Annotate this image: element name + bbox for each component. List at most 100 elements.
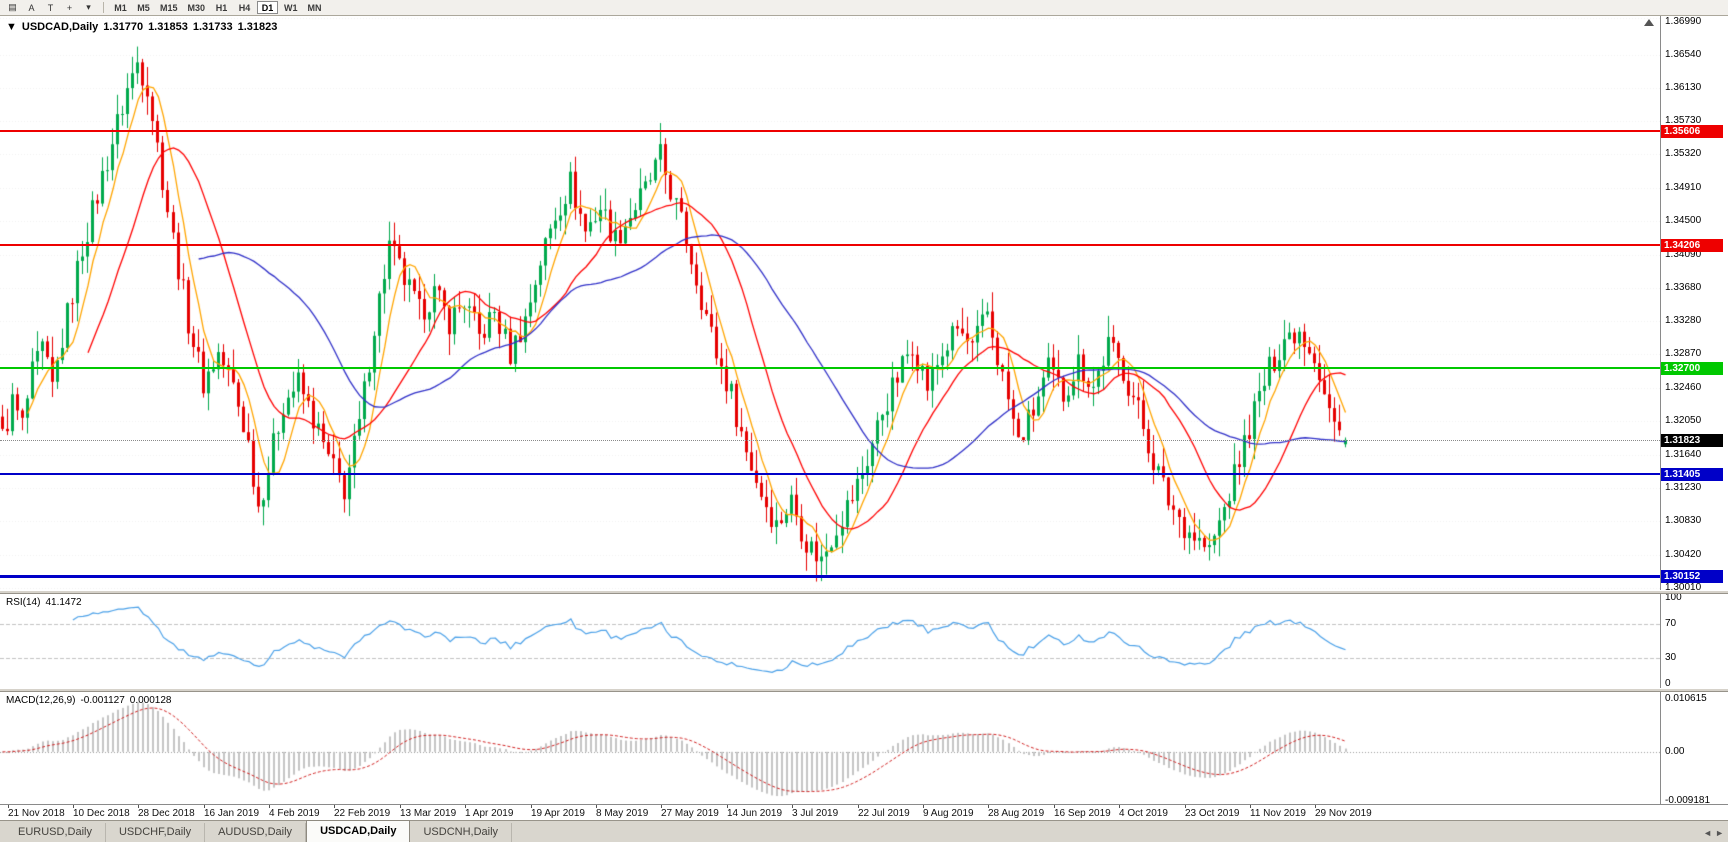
date-tick-mark xyxy=(138,805,139,808)
chart-shift-marker[interactable] xyxy=(1644,19,1654,26)
timeframe-button-mn[interactable]: MN xyxy=(307,2,322,13)
macd-name: MACD(12,26,9) xyxy=(6,695,76,706)
date-label: 13 Mar 2019 xyxy=(400,808,457,819)
date-tick-mark xyxy=(923,805,924,808)
date-label: 19 Apr 2019 xyxy=(531,808,585,819)
rsi-canvas[interactable] xyxy=(0,594,1660,688)
macd-label: MACD(12,26,9) -0.001127 0.000128 xyxy=(6,695,176,706)
date-tick-mark xyxy=(596,805,597,808)
panel-divider-macd[interactable] xyxy=(0,688,1728,692)
horizontal-line-1.32700[interactable] xyxy=(0,367,1660,370)
tab-eurusd-daily[interactable]: EURUSD,Daily xyxy=(5,823,106,842)
timeframe-button-d1[interactable]: D1 xyxy=(257,1,279,14)
tab-scroll-right-icon[interactable]: ► xyxy=(1715,828,1724,838)
tab-usdcad-daily[interactable]: USDCAD,Daily xyxy=(306,820,411,842)
date-tick-mark xyxy=(334,805,335,808)
date-tick-mark xyxy=(988,805,989,808)
rsi-axis-label: 70 xyxy=(1665,617,1677,629)
date-label: 16 Sep 2019 xyxy=(1054,808,1111,819)
tab-usdcnh-daily[interactable]: USDCNH,Daily xyxy=(410,823,513,842)
rsi-label: RSI(14) 41.1472 xyxy=(6,597,87,608)
tab-scroll-left-icon[interactable]: ◄ xyxy=(1703,828,1713,838)
main-chart-canvas[interactable] xyxy=(0,16,1660,590)
price-line-badge-1.30152: 1.30152 xyxy=(1661,570,1723,584)
symbol-ohlc-header: ▼ USDCAD,Daily 1.31770 1.31853 1.31733 1.3182… xyxy=(6,21,282,33)
current-price-line xyxy=(0,439,1660,441)
date-tick-mark xyxy=(73,805,74,808)
tab-scroll-controls: ◄ ► xyxy=(1700,828,1724,838)
date-label: 9 Aug 2019 xyxy=(923,808,974,819)
price-tick-label: 1.31230 xyxy=(1665,482,1702,494)
rsi-name: RSI(14) xyxy=(6,597,41,608)
annotation-a-tool[interactable]: A xyxy=(28,2,35,13)
timeframe-button-h4[interactable]: H4 xyxy=(238,2,251,13)
price-tick-label: 1.32460 xyxy=(1665,381,1702,393)
macd-canvas[interactable] xyxy=(0,692,1660,804)
timeframe-button-m30[interactable]: M30 xyxy=(187,2,206,13)
price-line-badge-1.32700: 1.32700 xyxy=(1661,362,1723,376)
price-tick-label: 1.36130 xyxy=(1665,82,1702,94)
date-label: 22 Jul 2019 xyxy=(858,808,910,819)
collapse-icon[interactable]: ▼ xyxy=(6,21,17,33)
date-label: 11 Nov 2019 xyxy=(1250,808,1306,819)
horizontal-line-1.31405[interactable] xyxy=(0,473,1660,476)
date-tick-mark xyxy=(269,805,270,808)
date-tick-mark xyxy=(1054,805,1055,808)
price-tick-label: 1.33280 xyxy=(1665,314,1702,326)
date-tick-mark xyxy=(1185,805,1186,808)
date-label: 4 Feb 2019 xyxy=(269,808,320,819)
timeframe-button-w1[interactable]: W1 xyxy=(284,2,298,13)
date-label: 16 Jan 2019 xyxy=(204,808,260,819)
symbol-title: USDCAD,Daily xyxy=(21,21,99,33)
caret-down-icon[interactable]: ▾ xyxy=(86,2,91,12)
price-line-badge-1.35606: 1.35606 xyxy=(1661,125,1723,139)
chart-window-icon[interactable]: ▤ xyxy=(8,2,17,12)
date-tick-mark xyxy=(400,805,401,808)
panel-divider-rsi[interactable] xyxy=(0,590,1728,594)
date-label: 28 Dec 2018 xyxy=(138,808,195,819)
timeframe-button-h1[interactable]: H1 xyxy=(215,2,228,13)
timeframe-button-m15[interactable]: M15 xyxy=(160,2,178,13)
macd-main-value: -0.001127 xyxy=(80,695,125,706)
price-tick-label: 1.30830 xyxy=(1665,515,1702,527)
macd-axis-label: 0.010615 xyxy=(1665,693,1707,704)
horizontal-line-1.34206[interactable] xyxy=(0,244,1660,247)
date-tick-mark xyxy=(204,805,205,808)
horizontal-line-1.30152[interactable] xyxy=(0,574,1660,578)
price-line-badge-1.31405: 1.31405 xyxy=(1661,468,1723,482)
timeframe-button-m1[interactable]: M1 xyxy=(114,2,127,13)
ohlc-close: 1.31823 xyxy=(237,21,278,33)
ohlc-high: 1.31853 xyxy=(148,21,188,33)
crosshair-icon[interactable]: + xyxy=(66,2,73,13)
rsi-value: 41.1472 xyxy=(45,597,82,608)
date-label: 10 Dec 2018 xyxy=(73,808,130,819)
tab-audusd-daily[interactable]: AUDUSD,Daily xyxy=(205,823,307,842)
date-tick-mark xyxy=(1315,805,1316,808)
date-label: 23 Oct 2019 xyxy=(1185,808,1240,819)
price-tick-label: 1.32050 xyxy=(1665,415,1702,427)
rsi-axis-label: 30 xyxy=(1665,652,1677,664)
tab-usdchf-daily[interactable]: USDCHF,Daily xyxy=(106,823,206,842)
price-tick-label: 1.35730 xyxy=(1665,114,1702,126)
date-label: 22 Feb 2019 xyxy=(334,808,391,819)
current-price-badge: 1.31823 xyxy=(1661,433,1723,447)
date-label: 27 May 2019 xyxy=(661,808,719,819)
macd-axis-label: -0.009181 xyxy=(1665,795,1711,806)
macd-signal-value: 0.000128 xyxy=(129,695,172,706)
timeframe-button-m5[interactable]: M5 xyxy=(137,2,150,13)
date-axis[interactable]: 21 Nov 2018 10 Dec 2018 28 Dec 2018 16 Jan … xyxy=(0,804,1728,820)
timeframe-button-group: M1 M5 M15 M30 H1 H4 D1 W1 MN xyxy=(109,1,327,14)
price-tick-label: 1.35320 xyxy=(1665,148,1702,160)
date-label: 1 Apr 2019 xyxy=(465,808,514,819)
price-tick-label: 1.30010 xyxy=(1665,582,1702,593)
chart-tabs: EURUSD,Daily USDCHF,Daily AUDUSD,Daily USDC… xyxy=(5,820,513,842)
date-label: 4 Oct 2019 xyxy=(1119,808,1168,819)
date-tick-mark xyxy=(858,805,859,808)
date-tick-mark xyxy=(661,805,662,808)
text-tool[interactable]: T xyxy=(47,2,54,13)
date-tick-mark xyxy=(1119,805,1120,808)
rsi-axis-label: 100 xyxy=(1665,592,1682,603)
price-tick-label: 1.34500 xyxy=(1665,215,1702,227)
horizontal-line-1.35606[interactable] xyxy=(0,130,1660,133)
date-tick-mark xyxy=(792,805,793,808)
